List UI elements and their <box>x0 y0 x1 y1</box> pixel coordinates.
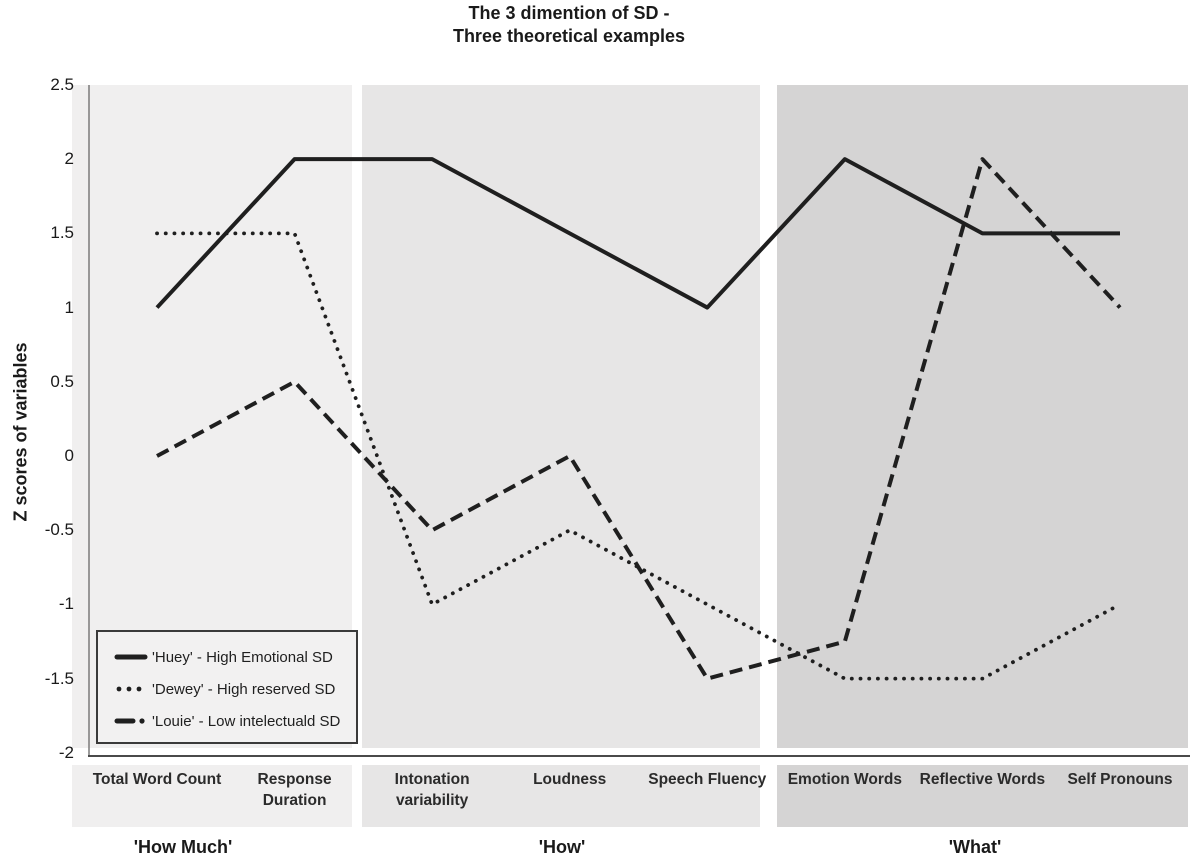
dotted-line-icon <box>114 681 152 699</box>
label-band-what <box>777 765 1188 827</box>
legend-item-huey: 'Huey' - High Emotional SD <box>114 642 356 673</box>
chart-title: The 3 dimention of SD - Three theoretica… <box>453 2 685 48</box>
x-category-label: Total Word Count <box>92 771 222 788</box>
legend-label: 'Huey' - High Emotional SD <box>152 649 333 666</box>
dash-dot-line-icon <box>114 713 152 731</box>
legend-item-dewey: 'Dewey' - High reserved SD <box>114 674 356 705</box>
x-category-label: Speech Fluency <box>648 771 767 788</box>
legend-label: 'Louie' - Low intelectuald SD <box>152 713 341 730</box>
y-tick-label: -1.5 <box>44 668 74 688</box>
y-tick-label: -1 <box>58 594 74 614</box>
band-what <box>777 85 1188 748</box>
y-tick-label: 2.5 <box>50 74 74 94</box>
legend: 'Huey' - High Emotional SD 'Dewey' - Hig… <box>96 630 358 744</box>
x-category-label: Reflective Words <box>919 771 1046 788</box>
x-category-label: Intonation variability <box>394 771 470 809</box>
y-tick-label: 1 <box>64 297 74 317</box>
x-category-label: Self Pronouns <box>1067 771 1173 788</box>
solid-line-icon <box>114 649 152 667</box>
series-line-louie <box>156 157 1122 681</box>
x-category-label: Loudness <box>533 771 607 788</box>
chart-title-line2: Three theoretical examples <box>452 26 686 46</box>
x-category-label: Emotion Words <box>787 771 902 788</box>
chart-title-line1: The 3 dimention of SD - <box>468 3 670 23</box>
y-tick-label: 0.5 <box>50 371 74 391</box>
legend-item-louie: 'Louie' - Low intelectuald SD <box>114 706 356 737</box>
label-band-how <box>362 765 760 827</box>
y-tick-label: 2 <box>64 149 74 169</box>
x-category-label: Response Duration <box>257 771 332 809</box>
y-tick-label: 0 <box>64 446 74 465</box>
y-tick-label: 1.5 <box>50 223 74 243</box>
legend-label: 'Dewey' - High reserved SD <box>152 681 336 698</box>
y-tick-label: -2 <box>58 742 74 762</box>
group-label: 'What' <box>948 837 1002 857</box>
label-band-how-much <box>72 765 352 827</box>
group-label: 'How Much' <box>133 837 233 857</box>
series-line-huey <box>155 157 1120 310</box>
group-label: 'How' <box>538 837 586 857</box>
band-how <box>362 85 760 748</box>
y-tick-label: -0.5 <box>44 520 74 540</box>
